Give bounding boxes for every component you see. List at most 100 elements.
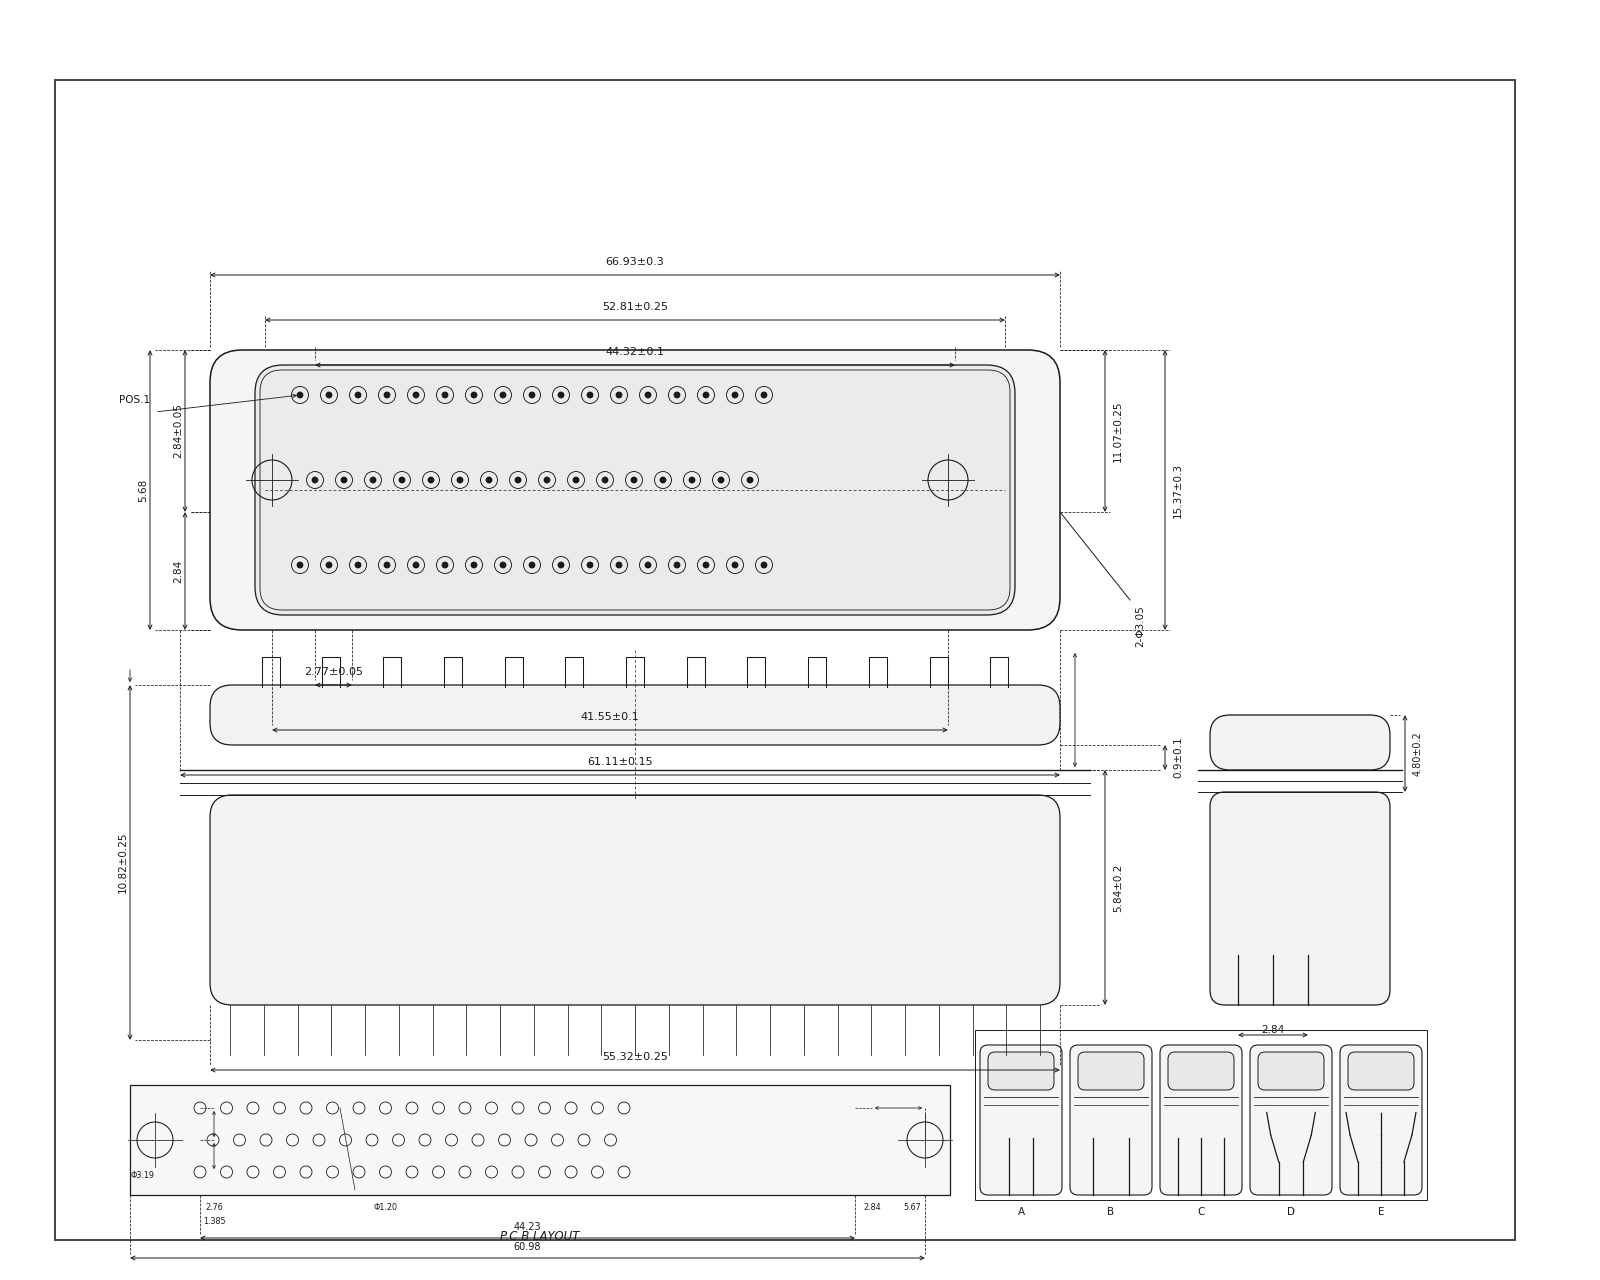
Circle shape [558,392,563,398]
Circle shape [587,392,592,398]
Circle shape [733,392,738,398]
Circle shape [661,477,666,483]
Text: 0.9±0.1: 0.9±0.1 [1173,737,1182,778]
Text: 2-Φ3.05: 2-Φ3.05 [1134,605,1146,646]
Text: POS.1: POS.1 [118,396,150,404]
Text: 55.32±0.25: 55.32±0.25 [602,1052,667,1062]
Text: D: D [1286,1207,1294,1217]
Circle shape [400,477,405,483]
Bar [974,1030,1427,1201]
Text: 2.76: 2.76 [205,1203,222,1212]
Text: 44.32±0.1: 44.32±0.1 [605,347,664,357]
Circle shape [326,392,331,398]
Circle shape [341,477,347,483]
FancyBboxPatch shape [1160,1044,1242,1196]
Text: E: E [1378,1207,1384,1217]
Text: 5.67: 5.67 [902,1203,922,1212]
Circle shape [587,562,592,568]
Circle shape [747,477,752,483]
Circle shape [458,477,462,483]
Circle shape [355,392,360,398]
Circle shape [704,562,709,568]
Circle shape [704,392,709,398]
Circle shape [413,392,419,398]
Circle shape [442,562,448,568]
Circle shape [762,392,766,398]
Circle shape [632,477,637,483]
FancyBboxPatch shape [1210,716,1390,771]
FancyBboxPatch shape [981,1044,1062,1196]
Circle shape [573,477,579,483]
Circle shape [645,392,651,398]
Circle shape [544,477,550,483]
Circle shape [413,562,419,568]
Text: A: A [1018,1207,1024,1217]
Text: 4.80±0.2: 4.80±0.2 [1413,731,1422,776]
Text: P.C.B LAYOUT: P.C.B LAYOUT [501,1230,579,1243]
FancyBboxPatch shape [1341,1044,1422,1196]
FancyBboxPatch shape [1347,1052,1414,1091]
Circle shape [384,392,390,398]
Circle shape [370,477,376,483]
Text: 2.84: 2.84 [1261,1025,1285,1036]
FancyBboxPatch shape [254,365,1014,614]
Text: Φ3.19: Φ3.19 [130,1170,154,1179]
Bar [130,1085,950,1196]
Circle shape [674,562,680,568]
Text: Φ1.20: Φ1.20 [373,1203,397,1212]
Circle shape [690,477,694,483]
Text: 5.68: 5.68 [138,479,149,502]
Text: 52.81±0.25: 52.81±0.25 [602,302,669,312]
FancyBboxPatch shape [1258,1052,1325,1091]
Text: 61.11±0.15: 61.11±0.15 [587,756,653,767]
Text: 41.55±0.1: 41.55±0.1 [581,712,640,722]
Text: 11.07±0.25: 11.07±0.25 [1114,401,1123,462]
Text: 44.23: 44.23 [514,1222,541,1231]
Circle shape [442,392,448,398]
FancyBboxPatch shape [1210,792,1390,1005]
Text: 66.93±0.3: 66.93±0.3 [606,257,664,268]
Text: 10.82±0.25: 10.82±0.25 [118,832,128,893]
Text: B: B [1107,1207,1115,1217]
Circle shape [486,477,491,483]
Text: 60.98: 60.98 [514,1242,541,1252]
FancyBboxPatch shape [210,349,1059,630]
Circle shape [384,562,390,568]
Text: 2.84: 2.84 [173,559,182,582]
Text: 2.84±0.05: 2.84±0.05 [173,403,182,458]
Circle shape [312,477,318,483]
Circle shape [298,392,302,398]
Circle shape [530,562,534,568]
FancyBboxPatch shape [1070,1044,1152,1196]
Circle shape [762,562,766,568]
Circle shape [530,392,534,398]
Circle shape [472,392,477,398]
Text: 2.84: 2.84 [862,1203,882,1212]
FancyBboxPatch shape [1078,1052,1144,1091]
Text: 15.37±0.3: 15.37±0.3 [1173,462,1182,517]
Circle shape [674,392,680,398]
FancyBboxPatch shape [1250,1044,1331,1196]
Text: 1.385: 1.385 [203,1217,226,1226]
Circle shape [602,477,608,483]
Circle shape [298,562,302,568]
Text: 2.77±0.05: 2.77±0.05 [304,667,363,677]
Circle shape [472,562,477,568]
Circle shape [501,562,506,568]
Text: 5.84±0.2: 5.84±0.2 [1114,863,1123,911]
Circle shape [733,562,738,568]
Circle shape [515,477,520,483]
Circle shape [718,477,723,483]
Circle shape [645,562,651,568]
FancyBboxPatch shape [1168,1052,1234,1091]
Circle shape [501,392,506,398]
Circle shape [326,562,331,568]
FancyBboxPatch shape [261,370,1010,611]
FancyBboxPatch shape [210,685,1059,745]
Circle shape [429,477,434,483]
FancyBboxPatch shape [989,1052,1054,1091]
Text: C: C [1197,1207,1205,1217]
Circle shape [355,562,360,568]
Circle shape [558,562,563,568]
FancyBboxPatch shape [210,795,1059,1005]
